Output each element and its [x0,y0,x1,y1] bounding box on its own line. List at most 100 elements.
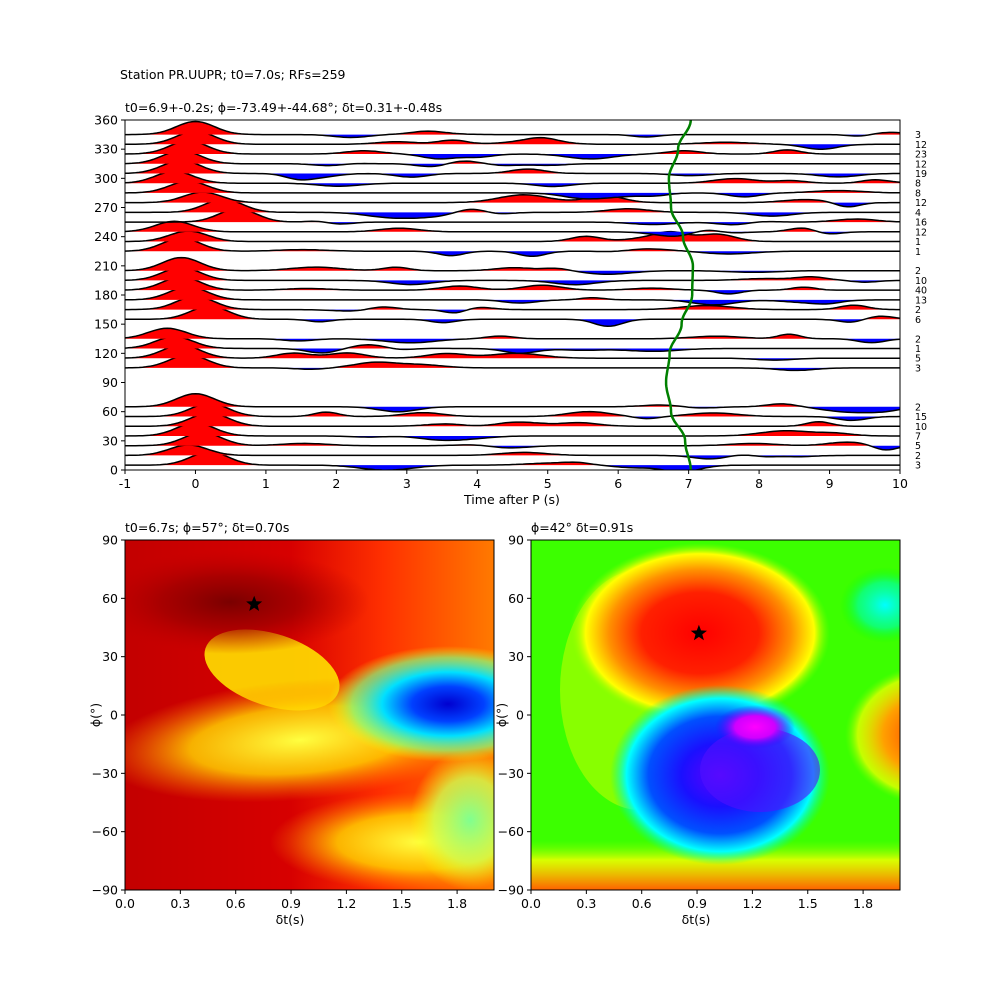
positive-fill [125,150,900,164]
y-tick-label: 360 [94,113,118,128]
y-tick-label: 0 [110,463,118,478]
negative-fill [125,173,900,180]
rf-trace [125,444,900,460]
y-tick-label: 0 [516,708,524,723]
positive-fill [125,209,900,223]
y-tick-label: 180 [94,288,118,303]
x-tick-label: 1.8 [447,896,467,911]
trace-count-label: 16 [915,218,927,229]
top-panel-title: t0=6.9+-0.2s; ϕ=-73.49+-44.68°; δt=0.31+… [125,100,442,115]
trace-line [125,422,900,442]
bottom-right-y-axis-label: ϕ(°) [494,703,509,727]
trace-count-label: 3 [915,461,921,472]
trace-count-label: 1 [915,344,921,355]
x-tick-label: 1.5 [798,896,818,911]
rf-trace [125,335,900,354]
x-tick-label: 5 [544,476,552,491]
positive-fill [125,121,900,135]
rf-trace [125,295,900,314]
y-tick-label: 120 [94,346,118,361]
trace-count-label: 2 [915,451,921,462]
top-x-ticks: -1 0 1 2 3 4 5 6 7 8 9 10 [119,470,908,491]
rf-trace [125,354,900,372]
y-tick-label: 300 [94,171,118,186]
negative-fill [125,319,900,327]
x-tick-label: 1.5 [392,896,412,911]
trace-count-label: 3 [915,130,921,141]
bottom-left-x-axis-label: δt(s) [276,912,305,927]
trace-count-label: 40 [915,286,927,297]
positive-fill [125,336,900,349]
positive-fill [125,171,900,184]
trace-count-label: 10 [915,276,927,287]
x-tick-label: 0.3 [170,896,190,911]
negative-fill [125,465,900,470]
bottom-right-x-ticks: 0.0 0.3 0.6 0.9 1.2 1.5 1.8 [521,890,873,911]
positive-fill [125,140,900,155]
trace-line [125,412,900,427]
trace-count-label: 2 [915,305,921,316]
x-tick-label: 0.6 [226,896,246,911]
y-tick-label: 330 [94,142,118,157]
trace-line [125,120,900,139]
trace-line [125,444,900,460]
positive-fill [125,277,900,291]
trace-line [125,354,900,372]
x-tick-label: 8 [755,476,763,491]
positive-fill [125,345,900,359]
trace-count-label: 5 [915,441,921,452]
bottom-right-panel: ϕ=42° δt=0.91s 0.0 0.3 0.6 0.9 1.2 1.5 1.8 90 6… [494,520,901,927]
rf-trace [125,170,900,188]
best-fit-star-marker [690,624,707,641]
x-tick-label: -1 [119,476,131,491]
y-tick-label: 30 [102,433,118,448]
positive-fill [125,160,900,174]
trace-line [125,295,900,314]
trace-count-label: 12 [915,198,927,209]
trace-count-label: 8 [915,179,921,190]
positive-fill [125,328,900,339]
rf-trace [125,266,900,286]
negative-fill [125,192,900,199]
positive-fill [125,199,900,213]
trace-line [125,237,900,258]
x-tick-label: 10 [892,476,908,491]
trace-stack [125,120,900,470]
y-tick-label: −60 [498,824,524,839]
trace-count-label: 12 [915,159,927,170]
trace-line [125,191,900,208]
rf-trace [125,392,900,414]
trace-line [125,149,900,168]
y-tick-label: −90 [92,883,118,898]
trace-count-label: 3 [915,363,921,374]
rf-trace [125,120,900,139]
trace-count-label: 12 [915,140,927,151]
y-tick-label: 90 [102,533,118,548]
positive-fill [125,286,900,300]
trace-line [125,170,900,188]
y-tick-label: 270 [94,200,118,215]
bottom-right-x-axis-label: δt(s) [682,912,711,927]
x-tick-label: 1 [262,476,270,491]
x-tick-label: 4 [473,476,481,491]
bottom-right-y-ticks: 90 60 30 0 −30 −60 −90 [498,533,531,898]
trace-count-label: 23 [915,150,927,161]
y-tick-label: −90 [498,883,524,898]
trace-count-label: 15 [915,412,927,423]
x-tick-label: 6 [614,476,622,491]
rf-trace [125,159,900,181]
best-fit-star-marker [246,595,263,611]
x-tick-label: 2 [332,476,340,491]
rf-trace [125,208,900,226]
rf-trace [125,285,900,306]
y-tick-label: 60 [102,591,118,606]
trace-line [125,159,900,181]
x-tick-label: 1.2 [336,896,356,911]
trace-line [125,451,900,470]
trace-line [125,198,900,220]
bottom-left-x-ticks: 0.0 0.3 0.6 0.9 1.2 1.5 1.8 [115,890,467,911]
positive-fill [125,267,900,281]
trace-line [125,431,900,451]
trace-line [125,402,900,422]
trace-line [125,180,900,200]
